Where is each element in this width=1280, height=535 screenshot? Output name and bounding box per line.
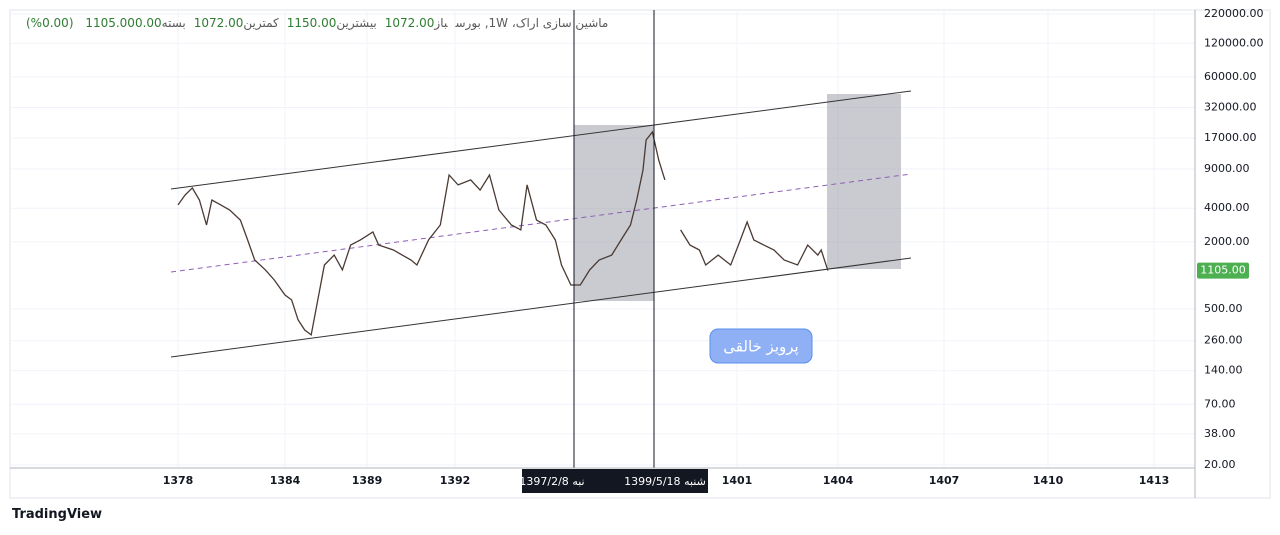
axes: 220000.00 120000.00 60000.00 32000.00 17000.… [163,7,1264,487]
price-line [177,130,829,337]
x-tick-label: 1404 [823,474,854,487]
legend-text: 0.00 (0.00%) [26,16,162,30]
watermark-box [709,328,813,364]
y-tick-label: 4000.00 [1204,201,1250,214]
y-tick-label: 20.00 [1204,458,1236,471]
legend-text: 1105.00 [85,16,135,30]
channel-top [170,90,912,190]
crosshair-label-box [522,469,708,493]
y-tick-label: 2000.00 [1204,235,1250,248]
legend-text: بسته [161,16,186,30]
legend-text: باز [434,16,448,30]
brand: TradingView [12,507,103,522]
y-tick-label: 220000.00 [1204,7,1264,20]
legend-text: ماشین سازی اراک، 1W, بورس [455,16,609,30]
chart-frame [9,9,1271,499]
legend-text: 1150.00 [286,16,337,30]
y-tick-label: 140.00 [1204,364,1243,377]
channel-bottom [170,257,912,358]
last-price-box [1197,262,1249,279]
legend-text: 1072.00 [193,16,244,30]
y-tick-label: 70.00 [1204,397,1236,410]
plot [177,130,829,337]
y-tick-label: 260.00 [1204,334,1243,347]
legend-text: 1072.00 [384,16,435,30]
grid [10,10,1195,468]
x-tick-label: 1413 [1139,474,1170,487]
range-box [827,94,901,269]
legend: ماشین سازی اراک، 1W, بورسباز1072.00بیشتر… [18,16,608,30]
x-tick-label: 1378 [163,474,194,487]
range-box [574,125,654,301]
crosshair-label: 1397/2/8 نبه [519,475,584,488]
x-tick-label: 1401 [722,474,753,487]
y-tick-label: 500.00 [1204,302,1243,315]
x-tick-label: 1389 [352,474,383,487]
y-tick-label: 17000.00 [1204,131,1257,144]
x-tick-label: 1384 [270,474,301,487]
legend-text: کمترین [243,16,279,30]
y-tick-label: 38.00 [1204,427,1236,440]
y-tick-label: 9000.00 [1204,162,1250,175]
legend-text: بیشترین [336,16,377,30]
y-tick-label: 60000.00 [1204,70,1257,83]
y-tick-label: 120000.00 [1204,36,1264,49]
x-tick-label: 1410 [1033,474,1064,487]
x-tick-label: 1392 [440,474,471,487]
last-price-label: 1105.00 [1200,264,1246,277]
y-tick-label: 32000.00 [1204,100,1257,113]
crosshair-label: 1399/5/18 شنبه [624,475,706,488]
x-tick-label: 1407 [929,474,960,487]
watermark: پرویز خالقی [723,338,798,357]
